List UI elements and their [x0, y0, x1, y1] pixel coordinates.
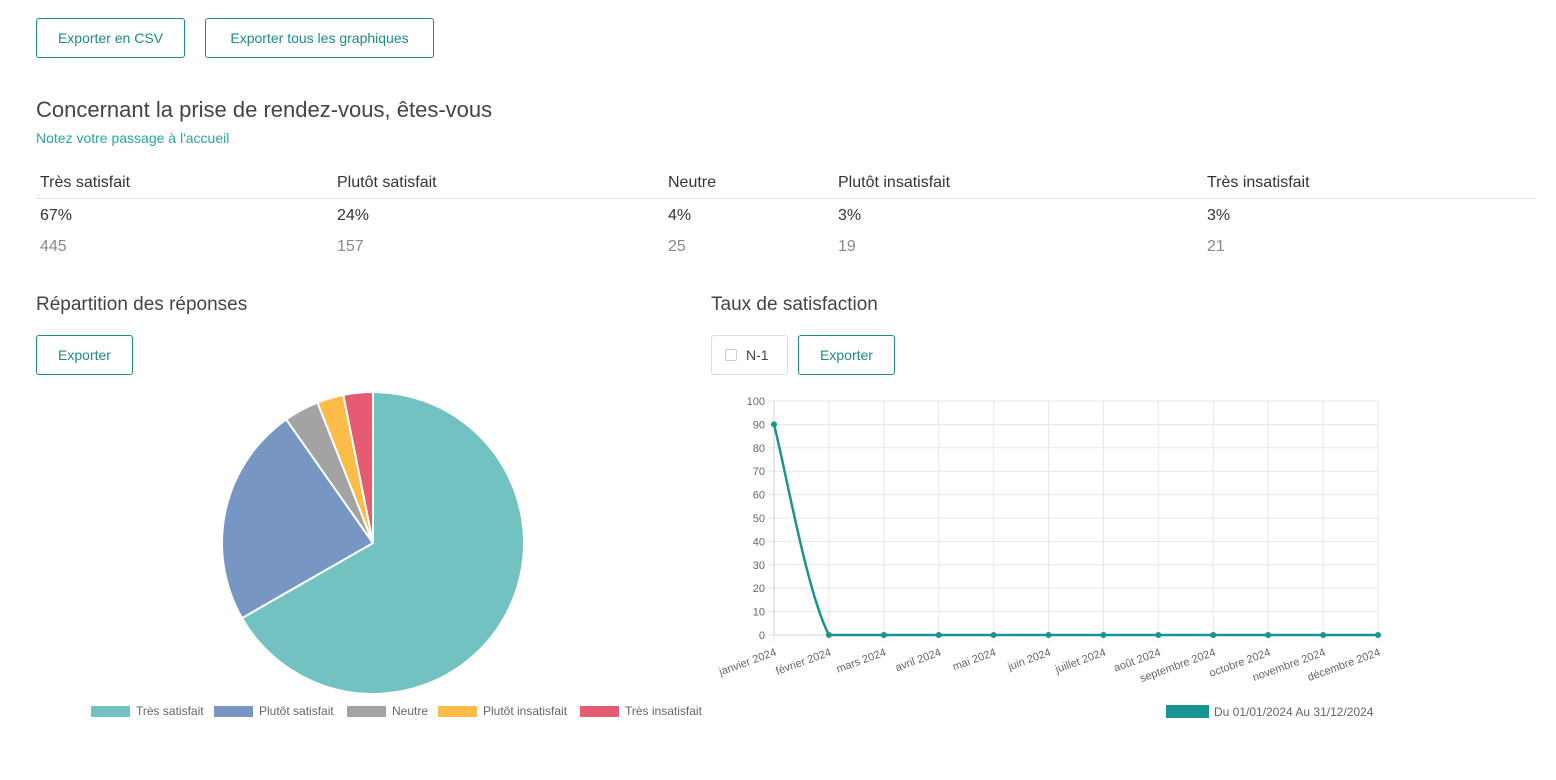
legend-label: Très satisfait: [136, 704, 204, 718]
pie-slice: [240, 390, 525, 695]
y-tick-label: 20: [753, 583, 765, 595]
legend-swatch: [580, 706, 619, 717]
percentage-cell: 67%: [40, 206, 73, 224]
line-chart: 0 10 20 30 40 50 60 70 80 90 100 janvier 2024févrie…: [717, 396, 1382, 719]
y-tick-label: 30: [753, 560, 765, 572]
x-tick-label: avril 2024: [894, 647, 943, 675]
legend-label: Très insatisfait: [625, 704, 703, 718]
count-row: 445 157 25 19 21: [36, 232, 1536, 262]
x-tick-label: mars 2024: [835, 647, 888, 676]
series-point: [1375, 632, 1381, 638]
pie-slice: [342, 390, 374, 544]
count-cell: 25: [668, 238, 686, 255]
export-all-charts-button[interactable]: Exporter tous les graphiques: [205, 18, 434, 58]
y-tick-label: 60: [753, 490, 765, 502]
x-tick-label: janvier 2024: [717, 647, 778, 679]
legend-swatch: [1166, 705, 1209, 718]
question-subtitle: Notez votre passage à l'accueil: [36, 130, 230, 146]
legend-label: Plutôt insatisfait: [483, 704, 568, 718]
y-tick-label: 90: [753, 419, 765, 431]
y-tick-label: 70: [753, 466, 765, 478]
question-title: Concernant la prise de rendez-vous, êtes…: [36, 97, 493, 122]
percentage-row: 67% 24% 4% 3% 3%: [36, 199, 1536, 233]
legend-swatch: [91, 706, 130, 717]
series-point: [1045, 632, 1052, 638]
series-point: [1100, 632, 1107, 638]
summary-table: Très satisfait Plutôt satisfait Neutre P…: [36, 168, 1536, 262]
percentage-cell: 24%: [337, 206, 370, 224]
header-cell: Plutôt satisfait: [333, 168, 664, 199]
series-point: [880, 632, 887, 638]
pie-slice: [221, 418, 375, 620]
series-point: [935, 632, 942, 638]
pie-section-title: Répartition des réponses: [36, 294, 248, 315]
x-tick-label: juillet 2024: [1053, 647, 1107, 677]
pie-chart: Très satisfait Plutôt satisfait Neutre Plut…: [91, 390, 703, 718]
percentage-cell: 4%: [668, 206, 692, 224]
percentage-cell: 3%: [838, 206, 862, 224]
series-point: [825, 632, 832, 638]
count-cell: 445: [40, 238, 67, 255]
series-point: [771, 421, 777, 428]
legend-swatch: [214, 706, 253, 717]
x-tick-label: juin 2024: [1006, 647, 1053, 674]
y-tick-label: 100: [747, 396, 765, 408]
y-tick-label: 80: [753, 443, 765, 455]
header-cell: Très satisfait: [36, 168, 333, 199]
y-tick-label: 40: [753, 536, 765, 548]
count-cell: 157: [337, 238, 364, 255]
header-cell: Neutre: [664, 168, 834, 199]
n1-toggle[interactable]: N-1: [711, 335, 788, 375]
series-point: [1265, 632, 1272, 638]
header-cell: Très insatisfait: [1203, 168, 1536, 199]
export-csv-button[interactable]: Exporter en CSV: [36, 18, 185, 58]
y-tick-label: 0: [759, 630, 765, 642]
series-point: [1210, 632, 1217, 638]
series-point: [990, 632, 997, 638]
count-cell: 21: [1207, 238, 1225, 255]
series-line: [772, 424, 1378, 637]
y-tick-label: 50: [753, 513, 765, 525]
series-point: [1155, 632, 1162, 638]
x-tick-label: mai 2024: [951, 647, 998, 674]
n1-label: N-1: [746, 347, 769, 363]
line-section-title: Taux de satisfaction: [711, 294, 878, 315]
header-cell: Plutôt insatisfait: [834, 168, 1203, 199]
percentage-cell: 3%: [1207, 206, 1231, 224]
legend-label: Neutre: [392, 704, 428, 718]
legend-swatch: [438, 706, 477, 717]
count-cell: 19: [838, 238, 856, 255]
export-pie-button[interactable]: Exporter: [36, 335, 133, 375]
legend-label: Plutôt satisfait: [259, 704, 334, 718]
export-line-button[interactable]: Exporter: [798, 335, 895, 375]
y-tick-label: 10: [753, 607, 765, 619]
n1-checkbox[interactable]: [725, 349, 737, 361]
legend-label: Du 01/01/2024 Au 31/12/2024: [1214, 705, 1374, 719]
summary-header-row: Très satisfait Plutôt satisfait Neutre P…: [36, 168, 1536, 199]
x-tick-label: février 2024: [774, 647, 833, 678]
series-point: [1320, 632, 1327, 638]
legend-swatch: [347, 706, 386, 717]
